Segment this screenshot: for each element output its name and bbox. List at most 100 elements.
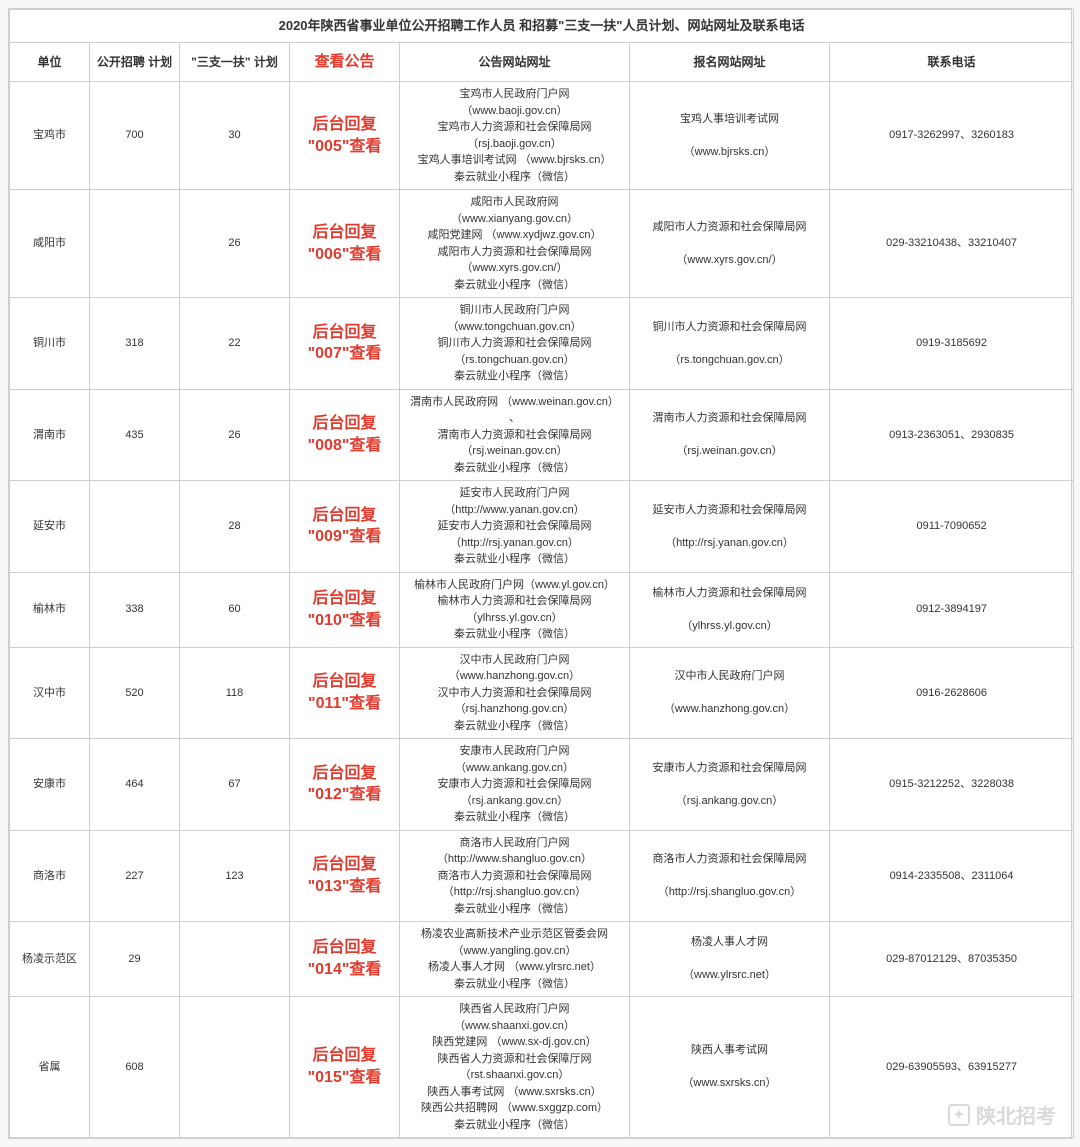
cell-phone: 029-87012129、87035350	[830, 922, 1074, 997]
cell-phone: 029-33210438、33210407	[830, 190, 1074, 298]
cell-unit: 铜川市	[10, 298, 90, 390]
cell-action: 后台回复"009"查看	[290, 481, 400, 573]
cell-phone: 0911-7090652	[830, 481, 1074, 573]
cell-unit: 杨凌示范区	[10, 922, 90, 997]
cell-phone: 0914-2335508、2311064	[830, 830, 1074, 922]
table-row: 渭南市43526后台回复"008"查看渭南市人民政府网 （www.weinan.…	[10, 389, 1074, 481]
cell-action: 后台回复"015"查看	[290, 997, 400, 1138]
table-row: 杨凌示范区29 后台回复"014"查看杨凌农业高新技术产业示范区管委会网 （www…	[10, 922, 1074, 997]
cell-action: 后台回复"014"查看	[290, 922, 400, 997]
cell-unit: 宝鸡市	[10, 82, 90, 190]
cell-public-plan: 318	[90, 298, 180, 390]
cell-public-plan: 464	[90, 739, 180, 831]
header-row: 单位 公开招聘 计划 "三支一扶" 计划 查看公告 公告网站网址 报名网站网址 …	[10, 42, 1074, 82]
cell-public-plan: 700	[90, 82, 180, 190]
cell-signup-site: 延安市人力资源和社会保障局网 （http://rsj.yanan.gov.cn）	[630, 481, 830, 573]
cell-signup-site: 榆林市人力资源和社会保障局网 （ylhrss.yl.gov.cn）	[630, 572, 830, 647]
cell-unit: 汉中市	[10, 647, 90, 739]
cell-action: 后台回复"007"查看	[290, 298, 400, 390]
cell-szyf-plan: 26	[180, 190, 290, 298]
col-signup-site: 报名网站网址	[630, 42, 830, 82]
cell-notice-site: 商洛市人民政府门户网 （http://www.shangluo.gov.cn） …	[400, 830, 630, 922]
col-notice-site: 公告网站网址	[400, 42, 630, 82]
cell-phone: 0916-2628606	[830, 647, 1074, 739]
cell-unit: 商洛市	[10, 830, 90, 922]
cell-phone: 0919-3185692	[830, 298, 1074, 390]
cell-phone: 0913-2363051、2930835	[830, 389, 1074, 481]
table-row: 汉中市520118后台回复"011"查看汉中市人民政府门户网 （www.hanz…	[10, 647, 1074, 739]
cell-action: 后台回复"011"查看	[290, 647, 400, 739]
cell-unit: 延安市	[10, 481, 90, 573]
cell-public-plan: 608	[90, 997, 180, 1138]
cell-phone: 029-63905593、63915277	[830, 997, 1074, 1138]
cell-szyf-plan: 28	[180, 481, 290, 573]
cell-unit: 渭南市	[10, 389, 90, 481]
cell-szyf-plan: 123	[180, 830, 290, 922]
table-row: 宝鸡市70030后台回复"005"查看宝鸡市人民政府门户网 （www.baoji…	[10, 82, 1074, 190]
col-szyf-plan: "三支一扶" 计划	[180, 42, 290, 82]
cell-szyf-plan: 118	[180, 647, 290, 739]
table-row: 榆林市33860后台回复"010"查看榆林市人民政府门户网（www.yl.gov…	[10, 572, 1074, 647]
col-view-notice: 查看公告	[290, 42, 400, 82]
cell-notice-site: 渭南市人民政府网 （www.weinan.gov.cn） 、 渭南市人力资源和社…	[400, 389, 630, 481]
cell-unit: 省属	[10, 997, 90, 1138]
cell-public-plan	[90, 481, 180, 573]
cell-phone: 0912-3894197	[830, 572, 1074, 647]
cell-szyf-plan: 67	[180, 739, 290, 831]
recruitment-table: 2020年陕西省事业单位公开招聘工作人员 和招募"三支一扶"人员计划、网站网址及…	[9, 9, 1074, 1138]
cell-szyf-plan	[180, 922, 290, 997]
cell-notice-site: 榆林市人民政府门户网（www.yl.gov.cn） 榆林市人力资源和社会保障局网…	[400, 572, 630, 647]
cell-notice-site: 宝鸡市人民政府门户网 （www.baoji.gov.cn） 宝鸡市人力资源和社会…	[400, 82, 630, 190]
cell-unit: 咸阳市	[10, 190, 90, 298]
cell-public-plan: 338	[90, 572, 180, 647]
cell-notice-site: 汉中市人民政府门户网 （www.hanzhong.gov.cn） 汉中市人力资源…	[400, 647, 630, 739]
table-row: 铜川市31822后台回复"007"查看铜川市人民政府门户网 （www.tongc…	[10, 298, 1074, 390]
cell-notice-site: 铜川市人民政府门户网 （www.tongchuan.gov.cn） 铜川市人力资…	[400, 298, 630, 390]
cell-public-plan: 227	[90, 830, 180, 922]
col-unit: 单位	[10, 42, 90, 82]
cell-szyf-plan: 60	[180, 572, 290, 647]
cell-notice-site: 延安市人民政府门户网 （http://www.yanan.gov.cn） 延安市…	[400, 481, 630, 573]
cell-action: 后台回复"010"查看	[290, 572, 400, 647]
cell-signup-site: 渭南市人力资源和社会保障局网 （rsj.weinan.gov.cn）	[630, 389, 830, 481]
table-row: 延安市 28后台回复"009"查看延安市人民政府门户网 （http://www.y…	[10, 481, 1074, 573]
cell-action: 后台回复"006"查看	[290, 190, 400, 298]
table-container: 2020年陕西省事业单位公开招聘工作人员 和招募"三支一扶"人员计划、网站网址及…	[8, 8, 1072, 1139]
cell-action: 后台回复"005"查看	[290, 82, 400, 190]
col-phone: 联系电话	[830, 42, 1074, 82]
cell-notice-site: 安康市人民政府门户网 （www.ankang.gov.cn） 安康市人力资源和社…	[400, 739, 630, 831]
cell-action: 后台回复"008"查看	[290, 389, 400, 481]
cell-unit: 榆林市	[10, 572, 90, 647]
table-row: 咸阳市 26后台回复"006"查看咸阳市人民政府网 （www.xianyang.g…	[10, 190, 1074, 298]
cell-action: 后台回复"013"查看	[290, 830, 400, 922]
cell-public-plan: 29	[90, 922, 180, 997]
cell-phone: 0917-3262997、3260183	[830, 82, 1074, 190]
cell-signup-site: 咸阳市人力资源和社会保障局网 （www.xyrs.gov.cn/）	[630, 190, 830, 298]
cell-signup-site: 安康市人力资源和社会保障局网 （rsj.ankang.gov.cn）	[630, 739, 830, 831]
page-title: 2020年陕西省事业单位公开招聘工作人员 和招募"三支一扶"人员计划、网站网址及…	[10, 10, 1074, 43]
title-row: 2020年陕西省事业单位公开招聘工作人员 和招募"三支一扶"人员计划、网站网址及…	[10, 10, 1074, 43]
cell-signup-site: 铜川市人力资源和社会保障局网 （rs.tongchuan.gov.cn）	[630, 298, 830, 390]
cell-signup-site: 陕西人事考试网 （www.sxrsks.cn）	[630, 997, 830, 1138]
cell-notice-site: 咸阳市人民政府网 （www.xianyang.gov.cn） 咸阳党建网 （ww…	[400, 190, 630, 298]
cell-szyf-plan: 26	[180, 389, 290, 481]
cell-unit: 安康市	[10, 739, 90, 831]
table-row: 安康市46467后台回复"012"查看安康市人民政府门户网 （www.ankan…	[10, 739, 1074, 831]
cell-notice-site: 陕西省人民政府门户网 （www.shaanxi.gov.cn） 陕西党建网 （w…	[400, 997, 630, 1138]
table-row: 商洛市227123后台回复"013"查看商洛市人民政府门户网 （http://w…	[10, 830, 1074, 922]
cell-signup-site: 杨凌人事人才网 （www.ylrsrc.net）	[630, 922, 830, 997]
cell-action: 后台回复"012"查看	[290, 739, 400, 831]
table-row: 省属608 后台回复"015"查看陕西省人民政府门户网 （www.shaanxi.…	[10, 997, 1074, 1138]
col-public-plan: 公开招聘 计划	[90, 42, 180, 82]
cell-public-plan: 435	[90, 389, 180, 481]
cell-szyf-plan: 22	[180, 298, 290, 390]
cell-notice-site: 杨凌农业高新技术产业示范区管委会网 （www.yangling.gov.cn） …	[400, 922, 630, 997]
cell-signup-site: 宝鸡人事培训考试网 （www.bjrsks.cn）	[630, 82, 830, 190]
cell-signup-site: 商洛市人力资源和社会保障局网 （http://rsj.shangluo.gov.…	[630, 830, 830, 922]
cell-public-plan	[90, 190, 180, 298]
cell-phone: 0915-3212252、3228038	[830, 739, 1074, 831]
cell-signup-site: 汉中市人民政府门户网 （www.hanzhong.gov.cn）	[630, 647, 830, 739]
cell-public-plan: 520	[90, 647, 180, 739]
cell-szyf-plan: 30	[180, 82, 290, 190]
cell-szyf-plan	[180, 997, 290, 1138]
